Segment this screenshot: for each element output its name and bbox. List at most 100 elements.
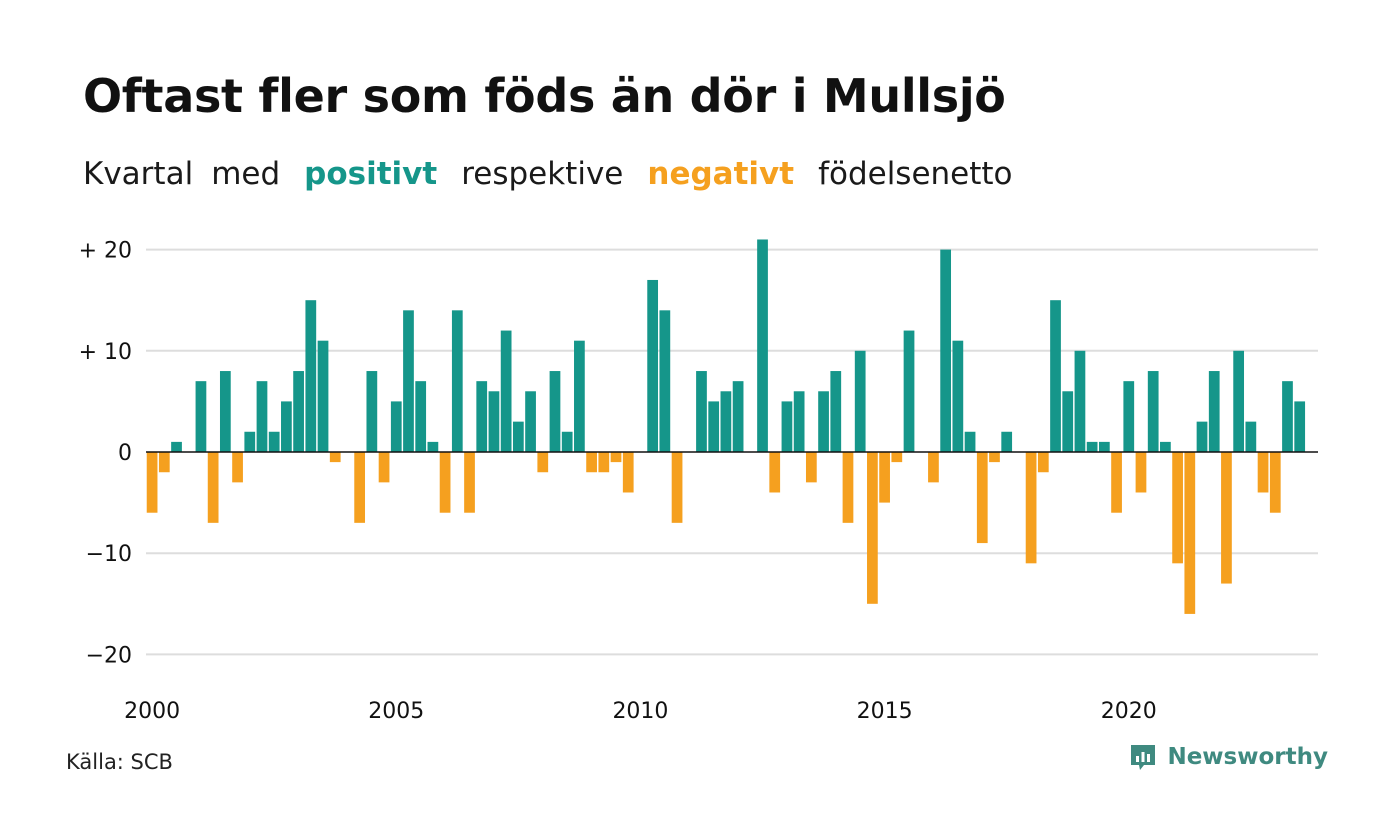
y-tick-label: −20 (86, 643, 132, 668)
bar (586, 452, 597, 473)
bar (366, 371, 378, 452)
bar (158, 452, 170, 473)
bar (232, 452, 243, 483)
bar (854, 350, 866, 452)
bar (293, 371, 304, 452)
bar (598, 452, 610, 473)
source-note: Källa: SCB (66, 750, 173, 774)
bar (256, 381, 268, 452)
subtitle-word-fodelsenetto: födelsenetto (818, 156, 1013, 192)
chart-subtitle: Kvartal med positivt respektive negativt föde… (83, 156, 1037, 193)
bar (512, 421, 524, 452)
bar (964, 431, 976, 452)
bar (354, 452, 366, 523)
bar (1001, 431, 1013, 452)
bar (928, 452, 939, 483)
bar (476, 381, 488, 452)
x-tick-label: 2000 (124, 699, 180, 724)
bar (769, 452, 781, 493)
bar (317, 340, 329, 452)
bar (1208, 371, 1220, 452)
y-tick-label: −10 (86, 542, 132, 567)
bar (842, 452, 854, 523)
bar (1050, 300, 1061, 452)
grid-lines (146, 248, 1318, 656)
bar (647, 279, 659, 452)
subtitle-word-kvartal: Kvartal (83, 156, 194, 192)
bar (281, 401, 292, 452)
tick-labels: + 20 + 10 0 −10 −20 2000 2005 2010 2015 2020 (79, 239, 1157, 724)
bar (1221, 452, 1232, 584)
y-tick-label: 0 (118, 441, 132, 466)
x-tick-label: 2020 (1101, 699, 1157, 724)
bar (1025, 452, 1037, 564)
bar (219, 371, 231, 452)
bar (879, 452, 890, 503)
bar (1257, 452, 1269, 493)
bar (451, 310, 463, 452)
bar (378, 452, 390, 483)
bar (696, 371, 707, 452)
bar (708, 401, 720, 452)
x-tick-label: 2005 (368, 699, 424, 724)
bar (1245, 421, 1257, 452)
bar (732, 381, 744, 452)
bar (1074, 350, 1086, 452)
bar (867, 452, 878, 604)
bar (976, 452, 988, 544)
x-tick-label: 2010 (612, 699, 668, 724)
bar (488, 391, 500, 452)
bar (1196, 421, 1208, 452)
bar (720, 391, 732, 452)
bar (1123, 381, 1135, 452)
bar (903, 330, 915, 452)
bar (525, 391, 536, 452)
bar (268, 431, 280, 452)
subtitle-negative-label: negativt (647, 156, 795, 192)
bar (464, 452, 475, 513)
bar (781, 401, 793, 452)
bar (793, 391, 805, 452)
subtitle-word-med: med (211, 156, 281, 192)
bar (1037, 452, 1049, 473)
bars (146, 239, 1306, 614)
bar (952, 340, 964, 452)
bar (757, 239, 768, 452)
bar (891, 452, 903, 463)
bar (818, 391, 829, 452)
bar (671, 452, 683, 523)
bar (830, 371, 842, 452)
bar (1135, 452, 1147, 493)
bar (1111, 452, 1122, 513)
bar (561, 431, 573, 452)
bar (1147, 371, 1159, 452)
bar (171, 441, 182, 452)
bar (1233, 350, 1245, 452)
bar (1172, 452, 1183, 564)
bar (305, 300, 317, 452)
bar (610, 452, 622, 463)
bar (207, 452, 219, 523)
bar (1098, 441, 1110, 452)
bar (146, 452, 158, 513)
bar (989, 452, 1000, 463)
bar (1282, 381, 1293, 452)
bar (1294, 401, 1306, 452)
x-tick-label: 2015 (857, 699, 913, 724)
bar (195, 381, 207, 452)
bar (415, 381, 427, 452)
subtitle-positive-label: positivt (304, 156, 438, 192)
bar (427, 441, 439, 452)
bar (659, 310, 671, 452)
bar (622, 452, 634, 493)
bar (244, 431, 256, 452)
bar (403, 310, 414, 452)
y-tick-label: + 10 (79, 340, 132, 365)
bar (940, 249, 952, 452)
bar (537, 452, 549, 473)
bar (574, 340, 585, 452)
brand-name: Newsworthy (1167, 744, 1328, 770)
bar (390, 401, 402, 452)
bar (329, 452, 341, 463)
bar (1184, 452, 1196, 614)
